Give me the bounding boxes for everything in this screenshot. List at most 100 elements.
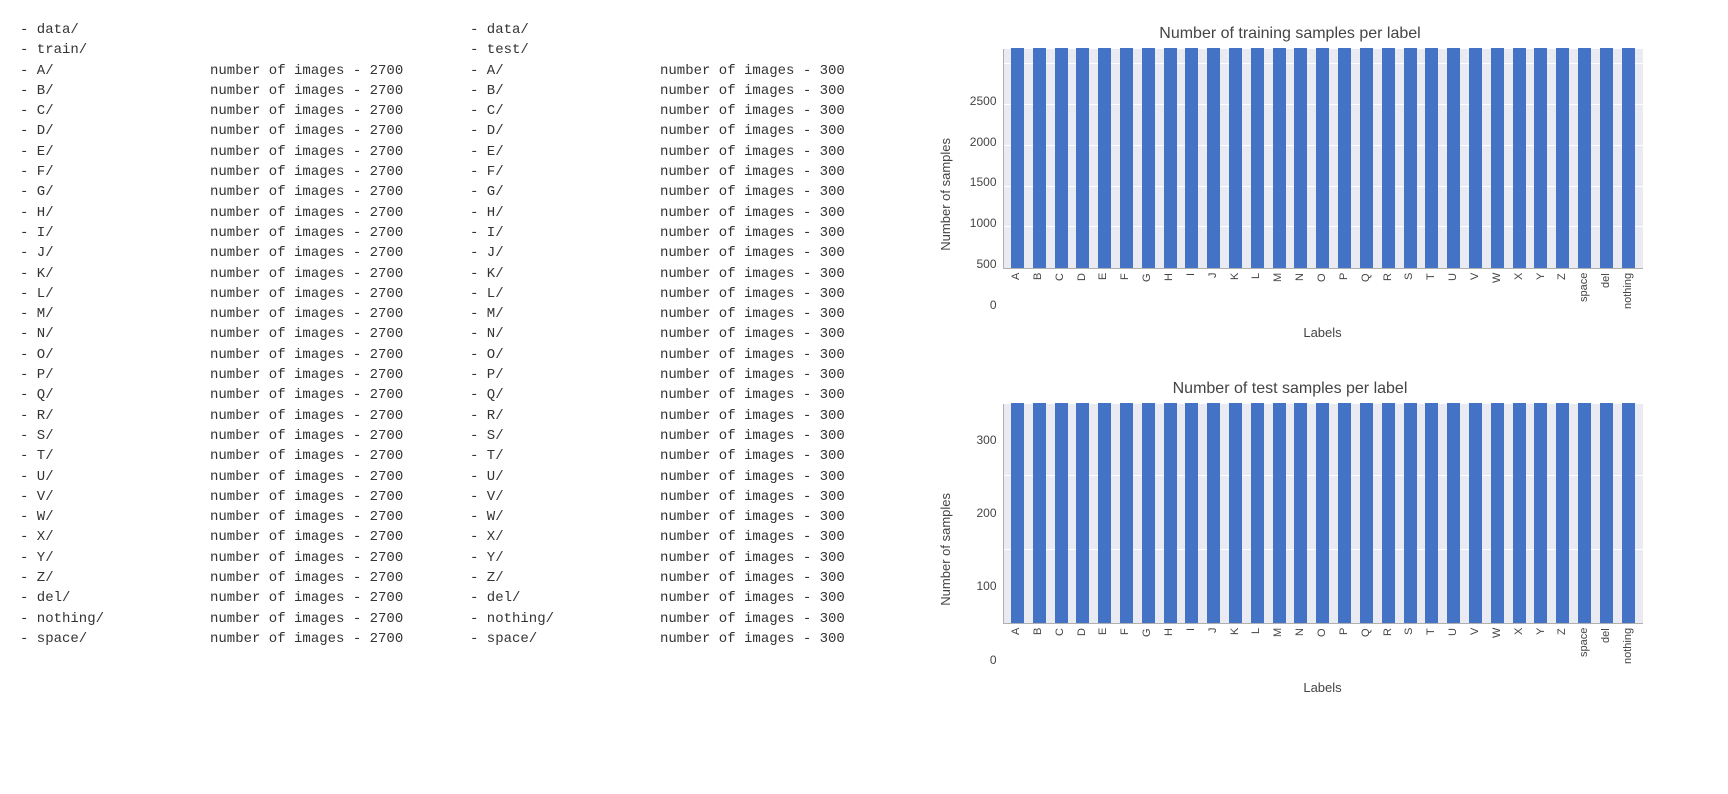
ytick: 500 (976, 257, 996, 271)
tree-dir: - F/ (470, 162, 660, 182)
xtick: I (1185, 273, 1198, 319)
tree-row: - D/number of images - 300 (470, 121, 900, 141)
tree-dir: - O/ (470, 345, 660, 365)
tree-dir: - C/ (470, 101, 660, 121)
bar (1382, 48, 1395, 268)
xtick: K (1229, 628, 1242, 674)
xtick: W (1491, 628, 1504, 674)
tree-count: number of images - 300 (660, 406, 900, 426)
bar (1033, 403, 1046, 623)
bar (1273, 403, 1286, 623)
xtick: A (1010, 273, 1023, 319)
tree-dir: - Y/ (20, 548, 210, 568)
tree-count: number of images - 300 (660, 203, 900, 223)
tree-row: - T/number of images - 2700 (20, 446, 450, 466)
bar (1316, 403, 1329, 623)
tree-dir: - T/ (470, 446, 660, 466)
tree-row: - Y/number of images - 300 (470, 548, 900, 568)
tree-dir: - Q/ (20, 385, 210, 405)
test-xlabel: Labels (1303, 680, 1341, 695)
test-ylabel: Number of samples (938, 493, 953, 606)
xtick: X (1513, 273, 1526, 319)
bar (1055, 403, 1068, 623)
tree-row: - U/number of images - 300 (470, 467, 900, 487)
tree-row: - H/number of images - 300 (470, 203, 900, 223)
bar (1098, 403, 1111, 623)
xtick: A (1010, 628, 1023, 674)
xtick: P (1338, 273, 1351, 319)
bar (1491, 403, 1504, 623)
tree-count: number of images - 300 (660, 162, 900, 182)
tree-dir: - J/ (20, 243, 210, 263)
xtick: O (1316, 273, 1329, 319)
tree-dir: - nothing/ (20, 609, 210, 629)
xtick: I (1185, 628, 1198, 674)
bar (1055, 48, 1068, 268)
tree-row: - L/number of images - 2700 (20, 284, 450, 304)
tree-dir: - N/ (470, 324, 660, 344)
tree-row: - Y/number of images - 2700 (20, 548, 450, 568)
bar (1229, 403, 1242, 623)
tree-root: - data/ (20, 20, 450, 40)
ytick: 1000 (970, 216, 997, 230)
tree-row: - N/number of images - 2700 (20, 324, 450, 344)
tree-dir: - P/ (470, 365, 660, 385)
xtick: M (1272, 628, 1285, 674)
tree-row: - X/number of images - 2700 (20, 527, 450, 547)
tree-count: number of images - 2700 (210, 121, 460, 141)
tree-count: number of images - 2700 (210, 365, 460, 385)
bar (1513, 403, 1526, 623)
tree-row: - space/number of images - 300 (470, 629, 900, 649)
tree-dir: - Q/ (470, 385, 660, 405)
tree-count: number of images - 300 (660, 264, 900, 284)
tree-dir: - A/ (470, 61, 660, 81)
tree-row: - V/number of images - 300 (470, 487, 900, 507)
tree-count: number of images - 300 (660, 142, 900, 162)
tree-count: number of images - 2700 (210, 629, 460, 649)
tree-row: - U/number of images - 2700 (20, 467, 450, 487)
tree-row: - space/number of images - 2700 (20, 629, 450, 649)
tree-count: number of images - 2700 (210, 446, 460, 466)
tree-count: number of images - 300 (660, 385, 900, 405)
plot-col: ABCDEFGHIJKLMNOPQRSTUVWXYZspacedelnothin… (1003, 404, 1643, 695)
tree-dir: - Z/ (20, 568, 210, 588)
train-chart: Number of training samples per label Num… (910, 25, 1670, 340)
xtick: H (1163, 273, 1176, 319)
bar (1229, 48, 1242, 268)
xtick: Z (1556, 628, 1569, 674)
tree-count: number of images - 2700 (210, 284, 460, 304)
xtick: E (1097, 273, 1110, 319)
xtick: S (1403, 628, 1416, 674)
tree-count: number of images - 2700 (210, 264, 460, 284)
tree-row: - O/number of images - 2700 (20, 345, 450, 365)
test-bars (1004, 404, 1643, 623)
tree-dir: - B/ (470, 81, 660, 101)
xtick: C (1054, 628, 1067, 674)
xtick: space (1578, 628, 1591, 674)
xtick: Y (1535, 273, 1548, 319)
test-chart: Number of test samples per label Number … (910, 380, 1670, 695)
ytick: 100 (976, 579, 996, 593)
bar (1294, 48, 1307, 268)
bar (1098, 48, 1111, 268)
bar (1360, 403, 1373, 623)
tree-row: - M/number of images - 300 (470, 304, 900, 324)
tree-dir: - Z/ (470, 568, 660, 588)
ytick: 2500 (970, 94, 997, 108)
bar (1578, 403, 1591, 623)
tree-subdir: - train/ (20, 40, 450, 60)
xtick: N (1294, 273, 1307, 319)
xtick: V (1469, 628, 1482, 674)
tree-row: - I/number of images - 2700 (20, 223, 450, 243)
tree-row: - J/number of images - 300 (470, 243, 900, 263)
tree-count: number of images - 300 (660, 629, 900, 649)
tree-row: - O/number of images - 300 (470, 345, 900, 365)
tree-count: number of images - 2700 (210, 527, 460, 547)
ytick: 300 (976, 433, 996, 447)
tree-count: number of images - 300 (660, 487, 900, 507)
tree-dir: - R/ (470, 406, 660, 426)
tree-row: - L/number of images - 300 (470, 284, 900, 304)
tree-dir: - J/ (470, 243, 660, 263)
tree-dir: - D/ (20, 121, 210, 141)
bar (1600, 403, 1613, 623)
